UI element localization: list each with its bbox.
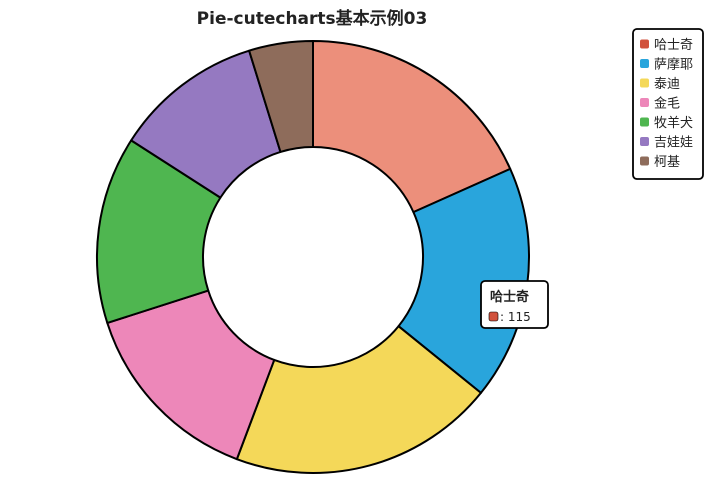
- tooltip-swatch: [488, 311, 499, 322]
- legend-label-7[interactable]: 柯基: [654, 155, 680, 170]
- tooltip: 哈士奇 : 115: [480, 280, 549, 329]
- legend-swatch-5: [640, 117, 649, 127]
- legend-label-1[interactable]: 哈士奇: [654, 37, 693, 53]
- slice-3[interactable]: [235, 325, 482, 474]
- slice-1[interactable]: [312, 40, 512, 214]
- chart-title: Pie-cutecharts基本示例03: [197, 8, 428, 29]
- legend-label-5[interactable]: 牧羊犬: [654, 115, 693, 131]
- slice-2[interactable]: [397, 167, 530, 394]
- legend-label-3[interactable]: 泰迪: [654, 77, 680, 92]
- legend-box: [632, 28, 704, 180]
- legend-swatch-6: [640, 137, 649, 146]
- tooltip-label: 哈士奇: [490, 289, 529, 305]
- legend-label-2[interactable]: 萨摩耶: [654, 57, 693, 73]
- tooltip-value: : 115: [500, 310, 531, 324]
- legend-swatch-7: [640, 156, 649, 166]
- legend-swatch-2: [640, 59, 649, 68]
- slice-7[interactable]: [248, 40, 314, 153]
- legend-swatch-3: [640, 78, 649, 88]
- legend-swatch-4: [640, 98, 649, 107]
- pie-slices: [96, 40, 530, 474]
- legend-label-6[interactable]: 吉娃娃: [654, 136, 693, 151]
- legend-swatch-1: [640, 39, 649, 49]
- legend-label-4[interactable]: 金毛: [654, 96, 680, 112]
